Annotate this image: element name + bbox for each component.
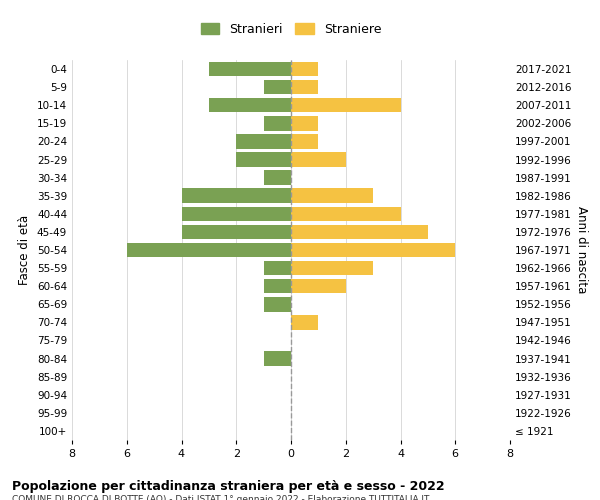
Bar xyxy=(263,170,291,185)
Bar xyxy=(263,297,291,312)
Bar xyxy=(127,243,291,257)
Bar xyxy=(291,279,346,293)
Bar xyxy=(291,224,428,239)
Bar xyxy=(291,261,373,276)
Bar xyxy=(263,80,291,94)
Text: Popolazione per cittadinanza straniera per età e sesso - 2022: Popolazione per cittadinanza straniera p… xyxy=(12,480,445,493)
Bar xyxy=(291,152,346,167)
Bar xyxy=(182,224,291,239)
Bar xyxy=(182,188,291,203)
Bar xyxy=(291,116,319,130)
Y-axis label: Fasce di età: Fasce di età xyxy=(19,215,31,285)
Y-axis label: Anni di nascita: Anni di nascita xyxy=(575,206,588,294)
Bar xyxy=(236,152,291,167)
Bar xyxy=(263,352,291,366)
Bar xyxy=(291,98,401,112)
Bar xyxy=(209,62,291,76)
Bar xyxy=(263,116,291,130)
Bar xyxy=(291,206,401,221)
Bar xyxy=(182,206,291,221)
Text: COMUNE DI ROCCA DI BOTTE (AQ) - Dati ISTAT 1° gennaio 2022 - Elaborazione TUTTIT: COMUNE DI ROCCA DI BOTTE (AQ) - Dati IST… xyxy=(12,495,430,500)
Bar xyxy=(291,80,319,94)
Bar xyxy=(263,279,291,293)
Bar xyxy=(291,62,319,76)
Bar xyxy=(236,134,291,148)
Bar xyxy=(291,315,319,330)
Legend: Stranieri, Straniere: Stranieri, Straniere xyxy=(194,17,388,42)
Bar xyxy=(291,243,455,257)
Bar xyxy=(263,261,291,276)
Bar xyxy=(291,188,373,203)
Bar xyxy=(291,134,319,148)
Bar xyxy=(209,98,291,112)
